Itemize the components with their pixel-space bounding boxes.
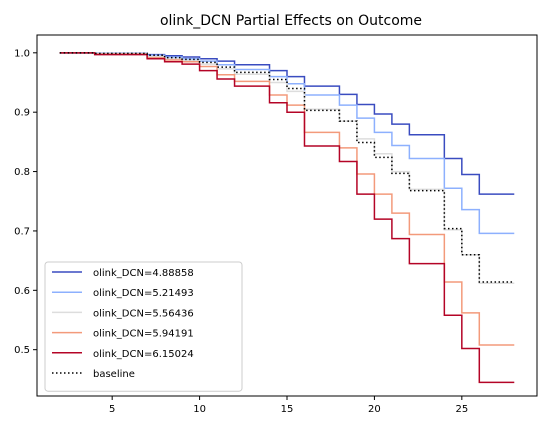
- chart-title: olink_DCN Partial Effects on Outcome: [160, 13, 422, 29]
- x-axis: 5 10 15 20 25: [109, 396, 468, 415]
- y-tick-label-4: 0.9: [14, 108, 30, 119]
- legend-label-4: olink_DCN=6.15024: [93, 349, 194, 360]
- y-tick-label-5: 1.0: [14, 48, 30, 59]
- legend-box: [44, 261, 243, 392]
- y-tick-label-0: 0.5: [14, 345, 30, 356]
- x-tick-label-1: 10: [193, 404, 206, 415]
- y-axis: 0.5 0.6 0.7 0.8 0.9 1.0: [14, 48, 37, 356]
- legend: olink_DCN=4.88858 olink_DCN=5.21493 olink_…: [44, 261, 243, 392]
- y-tick-label-1: 0.6: [14, 286, 30, 297]
- y-tick-label-2: 0.7: [14, 226, 30, 237]
- series-line-3: [59, 52, 515, 346]
- x-tick-label-3: 20: [368, 404, 381, 415]
- legend-label-1: olink_DCN=5.21493: [93, 288, 194, 299]
- series-line-0: [59, 52, 515, 195]
- legend-label-2: olink_DCN=5.56436: [93, 308, 194, 319]
- series-line-4: [59, 52, 515, 384]
- series-line-2: [59, 52, 515, 284]
- y-tick-label-3: 0.8: [14, 167, 30, 178]
- legend-label-3: olink_DCN=5.94191: [93, 329, 194, 340]
- series-line-5: [59, 52, 515, 283]
- legend-label-0: olink_DCN=4.88858: [93, 268, 194, 279]
- x-tick-label-4: 25: [455, 404, 468, 415]
- legend-label-5: baseline: [93, 369, 135, 380]
- x-tick-label-2: 15: [281, 404, 294, 415]
- plot-series: [59, 52, 515, 384]
- x-tick-label-0: 5: [109, 404, 115, 415]
- series-line-1: [59, 52, 515, 235]
